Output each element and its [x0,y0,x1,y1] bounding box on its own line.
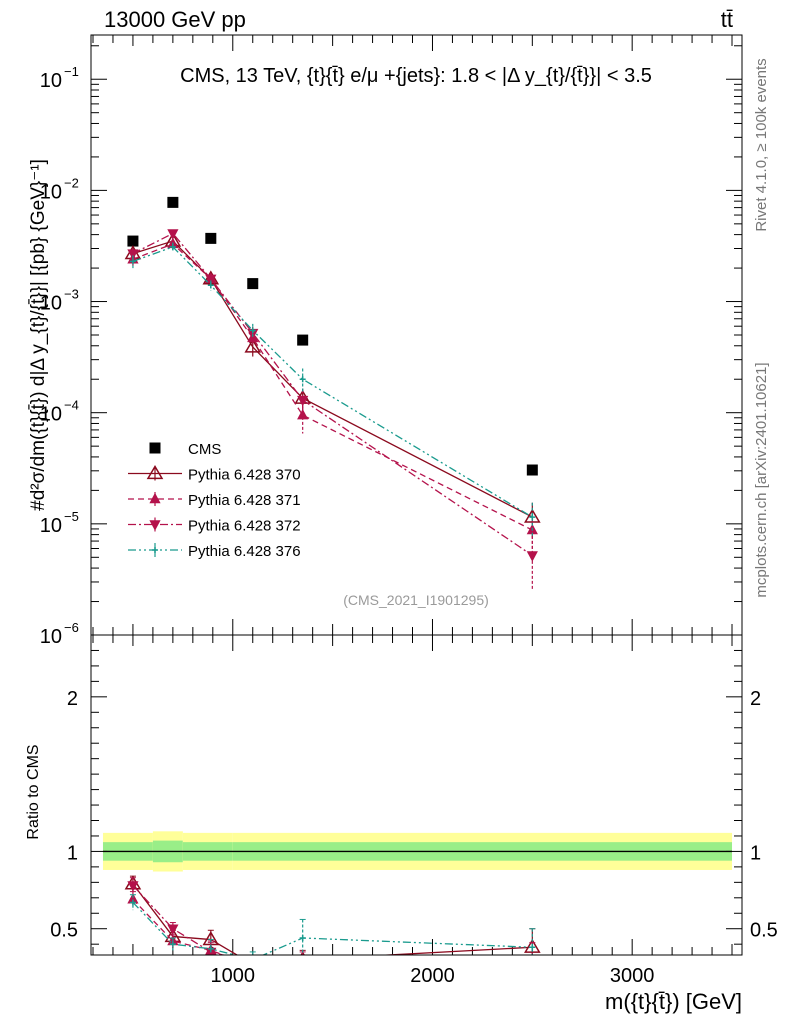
main-y-ticks: 10−610−510−410−310−210−1 [40,35,742,648]
ratio-point [250,957,256,963]
ratio-y-tick-label: 0.5 [50,920,78,942]
ratio-line [132,898,226,955]
ratio-y-tick-label-right: 1 [750,842,761,864]
legend-marker [152,547,158,553]
ratio-y-tick-label: 1 [67,842,78,864]
main-title: CMS, 13 TeV, {t}{t̄} e/μ +{jets}: 1.8 < … [180,65,652,87]
data-point [167,229,179,240]
main-plot-panel: CMS, 13 TeV, {t}{t̄} e/μ +{jets}: 1.8 < … [28,34,743,648]
y-tick-exponent: −5 [64,509,79,524]
data-point [297,334,309,346]
y-tick-exponent: −2 [64,175,79,190]
y-tick-label: 10 [40,626,62,648]
data-point [205,274,217,286]
series-pythia-6.428-376 [129,242,536,538]
legend-label: Pythia 6.428 371 [188,492,301,509]
data-point [526,551,538,562]
ratio-point [524,938,541,953]
legend-marker [149,442,161,454]
ratio-point [129,899,136,906]
ratio-y-tick-label-right: 2 [750,688,761,710]
ratio-point [299,934,306,941]
legend-marker [149,492,161,504]
ratio-line [132,883,533,955]
ratio-series-pythia-6.428-370 [124,875,541,955]
ratio-series-pythia-6.428-372 [127,877,538,987]
ratio-point [529,944,536,951]
watermark: (CMS_2021_I1901295) [343,592,489,608]
data-point [244,338,262,353]
y-tick-label: 10 [40,515,62,537]
y-tick-label: 10 [40,293,62,315]
ratio-frame [90,634,743,956]
y-tick-exponent: −4 [64,398,79,413]
data-point [529,514,536,521]
series-cms [127,196,538,476]
header-right: tt̄ [721,7,733,32]
side-label-mcplots: mcplots.cern.ch [arXiv:2401.10621] [753,362,770,597]
series-line [132,243,533,531]
ratio-line [132,884,226,955]
ratio-point [169,941,176,948]
data-point [207,282,214,289]
data-point [299,376,306,383]
series-line [132,246,533,518]
ratio-point [297,967,308,978]
data-point [526,464,538,476]
legend: CMS Pythia 6.428 370 Pythia 6.428 371 Pythi… [128,441,301,560]
data-point [247,278,259,290]
series-line [132,240,533,518]
header-left: 13000 GeV pp [104,7,246,32]
series-pythia-6.428-372 [127,229,538,589]
legend-label: CMS [188,441,221,458]
ratio-y-tick-label: 2 [67,688,78,710]
legend-marker [149,520,161,531]
y-tick-label: 10 [40,404,62,426]
data-point [297,408,309,420]
legend-marker [146,465,164,480]
data-point [205,232,217,244]
ratio-uncertainty-band [102,831,733,872]
data-point [167,196,179,208]
y-tick-exponent: −3 [64,287,79,302]
data-point [169,243,176,250]
ratio-point [167,924,179,936]
y-tick-exponent: −1 [64,64,79,79]
ratio-y-label: Ratio to CMS [25,744,42,839]
y-tick-label: 10 [40,181,62,203]
legend-label: Pythia 6.428 370 [188,467,301,484]
legend-label: Pythia 6.428 376 [188,543,301,560]
x-axis-label: m({t}{t̄}) [GeV] [605,989,742,1014]
ratio-point [297,957,308,968]
ratio-line [132,901,533,955]
ratio-y-tick-label-right: 0.5 [750,920,778,942]
ratio-series-pythia-6.428-376 [129,894,536,963]
data-point [127,249,139,260]
ratio-point [127,881,139,892]
y-axis-label: #d²σ/dm({t}{t̄}) d|Δ y_{t}/{t̄}}| [{pb} … [28,159,49,511]
ratio-point [532,954,533,955]
x-tick-label: 1000 [211,965,256,987]
ratio-point [527,976,538,987]
ratio-data-marks [124,875,541,987]
legend-label: Pythia 6.428 372 [188,518,301,535]
ratio-ticks: 0.5 0.5 1 1 2 2 1000 2000 3000 [50,635,778,987]
y-tick-exponent: −6 [64,620,79,635]
series-line [132,232,533,556]
data-point [129,258,136,265]
x-tick-label: 3000 [610,965,655,987]
ratio-plot-panel: 0.5 0.5 1 1 2 2 1000 2000 3000 Ratio to CMS m({t… [25,634,778,1014]
ratio-point [207,945,214,952]
side-label-rivet: Rivet 4.1.0, ≥ 100k events [753,58,770,231]
data-point [127,235,139,247]
main-data-marks [124,196,541,589]
data-point [297,395,309,407]
y-tick-label: 10 [40,70,62,92]
ratio-point [127,893,139,904]
x-tick-label: 2000 [410,965,455,987]
data-point [249,327,256,334]
